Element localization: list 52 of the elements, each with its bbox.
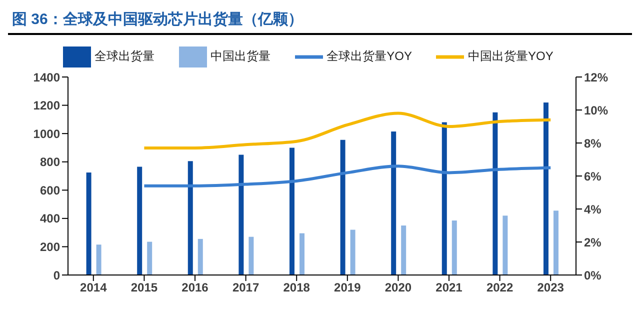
bar <box>350 230 356 275</box>
legend-label: 中国出货量YOY <box>468 49 554 64</box>
y-tick-label: 0 <box>53 268 60 282</box>
y-tick-label: 200 <box>40 240 60 254</box>
x-tick-label: 2014 <box>80 280 108 295</box>
bar <box>401 226 406 275</box>
y-tick-label: 1000 <box>33 126 60 141</box>
bar <box>492 112 498 275</box>
bar <box>299 233 304 275</box>
bar <box>96 244 102 275</box>
bar <box>147 242 152 275</box>
bar <box>543 102 548 275</box>
bar <box>238 154 244 275</box>
y-tick-label: 800 <box>40 155 60 170</box>
y2-tick-label: 10% <box>584 103 608 118</box>
y-tick-label: 1200 <box>33 98 60 113</box>
x-tick-label: 2021 <box>436 280 463 295</box>
y2-tick-label: 12% <box>584 70 608 84</box>
y2-tick-label: 6% <box>584 169 602 184</box>
bar <box>188 161 193 275</box>
legend-label: 全球出货量 <box>94 49 155 64</box>
bar <box>452 220 457 275</box>
x-tick-label: 2019 <box>334 280 362 295</box>
bar <box>289 148 294 275</box>
x-tick-label: 2022 <box>486 280 514 295</box>
bar <box>198 238 203 275</box>
x-tick-label: 2015 <box>130 280 158 295</box>
bar <box>502 216 508 275</box>
bar <box>86 172 92 275</box>
y2-tick-label: 4% <box>584 202 602 216</box>
x-tick-label: 2016 <box>182 280 209 295</box>
y2-tick-label: 0% <box>584 268 602 282</box>
bar <box>248 236 254 275</box>
bar <box>442 122 447 275</box>
line-series <box>142 164 552 188</box>
x-tick-label: 2020 <box>384 280 412 295</box>
x-tick-label: 2018 <box>283 280 310 295</box>
y-tick-label: 400 <box>40 212 60 226</box>
x-tick-label: 2017 <box>232 280 260 295</box>
y-tick-label: 1400 <box>33 70 60 84</box>
y-tick-label: 600 <box>40 183 60 198</box>
y2-tick-label: 8% <box>584 136 602 150</box>
chart-title: 图 36：全球及中国驱动芯片出货量（亿颗） <box>8 8 632 35</box>
legend-label: 全球出货量YOY <box>326 49 412 64</box>
x-tick-label: 2023 <box>537 280 564 295</box>
bar <box>553 210 558 275</box>
y2-tick-label: 2% <box>584 235 602 250</box>
line-series <box>142 112 552 150</box>
bar <box>391 131 396 275</box>
legend-label: 中国出货量 <box>210 49 271 64</box>
bar <box>137 166 142 275</box>
bar <box>340 140 346 275</box>
